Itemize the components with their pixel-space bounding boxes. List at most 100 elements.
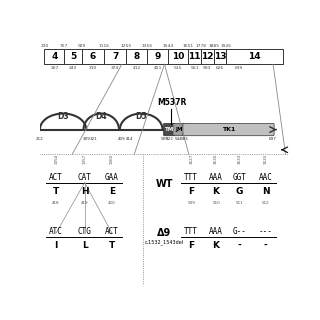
Text: 1360: 1360 xyxy=(110,154,114,164)
Text: 510: 510 xyxy=(212,201,220,205)
Text: F: F xyxy=(188,187,194,196)
Text: 1651: 1651 xyxy=(183,44,194,47)
Text: ---: --- xyxy=(259,227,273,236)
Text: D4: D4 xyxy=(95,112,107,121)
Text: 243: 243 xyxy=(69,66,77,70)
Text: K: K xyxy=(212,241,220,250)
Text: 14: 14 xyxy=(248,52,261,61)
Text: 374: 374 xyxy=(111,66,119,70)
Text: 1544: 1544 xyxy=(163,44,174,47)
Text: 565: 565 xyxy=(180,137,188,141)
Text: T: T xyxy=(109,241,115,250)
Text: 1535: 1535 xyxy=(264,154,268,164)
Text: CTG: CTG xyxy=(78,227,92,236)
Bar xyxy=(188,50,201,64)
Text: 1357: 1357 xyxy=(83,154,87,164)
Text: 321: 321 xyxy=(90,137,98,141)
Text: 212: 212 xyxy=(36,137,44,141)
Text: 509: 509 xyxy=(187,201,195,205)
Bar xyxy=(147,50,168,64)
Text: 515: 515 xyxy=(174,66,183,70)
Text: 1354: 1354 xyxy=(54,154,58,164)
Bar xyxy=(64,50,82,64)
Text: -: - xyxy=(264,241,268,250)
Text: M537R: M537R xyxy=(157,98,186,108)
Text: 10: 10 xyxy=(172,52,185,61)
Text: 1527: 1527 xyxy=(189,154,193,164)
Text: 1116: 1116 xyxy=(99,44,109,47)
Text: G: G xyxy=(236,187,243,196)
Text: 7: 7 xyxy=(112,52,118,61)
Bar xyxy=(168,50,188,64)
Text: 757: 757 xyxy=(60,44,68,47)
Text: 310: 310 xyxy=(89,66,97,70)
Text: 451: 451 xyxy=(154,66,162,70)
Text: 420: 420 xyxy=(108,201,116,205)
Text: ACT: ACT xyxy=(105,227,119,236)
Text: 639: 639 xyxy=(234,66,243,70)
Bar xyxy=(82,50,104,64)
Text: Δ9: Δ9 xyxy=(157,228,171,238)
Text: 1530: 1530 xyxy=(214,154,218,164)
Text: 1778: 1778 xyxy=(195,44,206,47)
Text: N: N xyxy=(262,187,269,196)
FancyBboxPatch shape xyxy=(173,124,185,136)
Text: 13: 13 xyxy=(214,52,226,61)
Text: 1355: 1355 xyxy=(141,44,153,47)
Text: E: E xyxy=(109,187,115,196)
Text: AAA: AAA xyxy=(209,173,223,182)
Bar xyxy=(214,50,227,64)
Text: F: F xyxy=(188,241,194,250)
Text: 414: 414 xyxy=(125,137,133,141)
Text: AAC: AAC xyxy=(259,173,273,182)
Text: AAA: AAA xyxy=(209,227,223,236)
Text: T: T xyxy=(53,187,59,196)
Bar xyxy=(126,50,147,64)
Bar xyxy=(104,50,126,64)
Text: 697: 697 xyxy=(269,137,277,141)
Text: 1533: 1533 xyxy=(238,154,242,164)
Text: I: I xyxy=(54,241,58,250)
Bar xyxy=(227,50,283,64)
Text: 412: 412 xyxy=(132,66,141,70)
Text: ACT: ACT xyxy=(49,173,63,182)
Text: 522: 522 xyxy=(165,137,173,141)
Bar xyxy=(44,50,64,64)
Text: 409: 409 xyxy=(118,137,126,141)
FancyBboxPatch shape xyxy=(164,124,175,136)
Text: 419: 419 xyxy=(81,201,88,205)
Text: ATC: ATC xyxy=(49,227,63,236)
Text: TM: TM xyxy=(164,127,174,132)
FancyBboxPatch shape xyxy=(183,124,274,136)
Text: 6: 6 xyxy=(90,52,96,61)
Text: 418: 418 xyxy=(52,201,60,205)
Text: 593: 593 xyxy=(203,66,211,70)
Text: TK1: TK1 xyxy=(222,127,235,132)
Text: TTT: TTT xyxy=(184,227,198,236)
Text: 511: 511 xyxy=(236,201,244,205)
Text: 551: 551 xyxy=(190,66,199,70)
Text: H: H xyxy=(81,187,88,196)
Text: 1255: 1255 xyxy=(121,44,132,47)
Text: K: K xyxy=(212,187,220,196)
Text: WT: WT xyxy=(155,179,173,189)
Text: G--: G-- xyxy=(233,227,247,236)
Text: CAT: CAT xyxy=(78,173,92,182)
Text: D3: D3 xyxy=(57,112,69,121)
Text: 12: 12 xyxy=(201,52,213,61)
Text: JM: JM xyxy=(175,127,183,132)
Text: 929: 929 xyxy=(77,44,86,47)
Text: -: - xyxy=(238,241,242,250)
Text: 230: 230 xyxy=(40,44,49,47)
Text: 1926: 1926 xyxy=(221,44,232,47)
Text: TTT: TTT xyxy=(184,173,198,182)
Text: L: L xyxy=(82,241,87,250)
Text: GAA: GAA xyxy=(105,173,119,182)
Text: 544: 544 xyxy=(175,137,183,141)
Text: 207: 207 xyxy=(50,66,59,70)
Bar xyxy=(201,50,214,64)
Text: 9: 9 xyxy=(155,52,161,61)
Text: GGT: GGT xyxy=(233,173,247,182)
Text: c.1532_1543del: c.1532_1543del xyxy=(144,239,184,244)
Text: 512: 512 xyxy=(262,201,269,205)
